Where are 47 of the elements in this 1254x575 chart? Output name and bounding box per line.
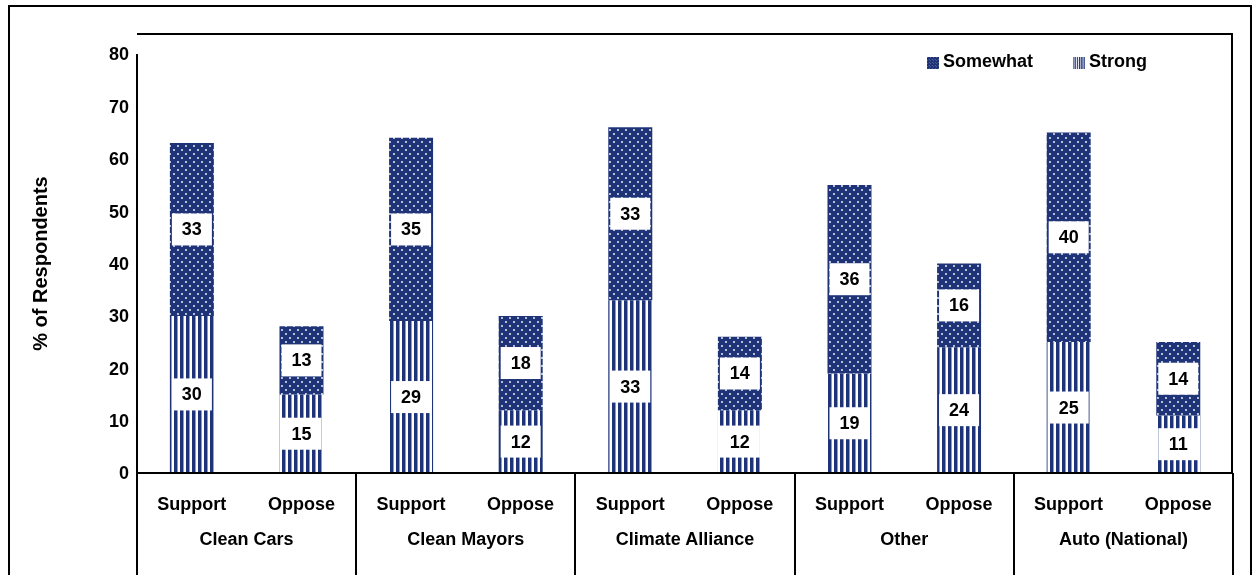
y-tick-label: 40 (108, 253, 129, 274)
data-label: 16 (949, 295, 970, 316)
y-tick-label: 70 (108, 96, 129, 117)
x-tick-label: Support (376, 493, 446, 514)
x-tick-label: Support (814, 493, 884, 514)
y-tick-label: 20 (108, 358, 129, 379)
x-tick-label: Oppose (267, 493, 335, 514)
data-label: 40 (1058, 227, 1079, 248)
text: Other (879, 529, 930, 550)
y-tick-label: 80 (108, 44, 129, 65)
data-label: 24 (949, 400, 970, 421)
data-label: 18 (510, 353, 531, 374)
data-label: 12 (729, 431, 750, 452)
data-label: 30 (181, 384, 202, 405)
data-label: 11 (1168, 434, 1188, 455)
data-label: 13 (291, 350, 312, 371)
data-label: 29 (401, 387, 422, 408)
x-tick-label: Oppose (925, 493, 993, 514)
y-axis-title: % of Respondents (29, 176, 52, 351)
text: Auto (National) (1057, 529, 1189, 550)
y-tick-label: 60 (108, 149, 129, 170)
data-label: 33 (181, 219, 202, 240)
data-label: 19 (839, 413, 860, 434)
data-label: 14 (729, 363, 750, 384)
y-tick-label: 30 (108, 306, 129, 327)
data-label: 14 (1168, 368, 1189, 389)
x-tick-label: Oppose (706, 493, 774, 514)
legend-label: Strong (1089, 51, 1147, 71)
data-label: 25 (1058, 397, 1079, 418)
x-tick-label: Support (1034, 493, 1104, 514)
text: Climate Alliance (614, 529, 756, 550)
x-tick-label: Oppose (487, 493, 555, 514)
x-tick-label: Support (157, 493, 227, 514)
data-label: 36 (839, 269, 860, 290)
x-tick-label: Oppose (1144, 493, 1212, 514)
y-tick-label: 10 (108, 411, 129, 432)
text: Clean Mayors (406, 529, 526, 550)
data-label: 15 (291, 423, 312, 444)
data-label: 33 (620, 376, 641, 397)
legend-label: Somewhat (942, 51, 1033, 71)
x-tick-label: Support (595, 493, 665, 514)
y-tick-label: 50 (108, 201, 129, 222)
text: Clean Cars (198, 529, 295, 550)
y-tick-label: 0 (118, 463, 129, 484)
data-label: 12 (510, 431, 531, 452)
data-label: 35 (401, 219, 422, 240)
data-label: 33 (620, 203, 641, 224)
